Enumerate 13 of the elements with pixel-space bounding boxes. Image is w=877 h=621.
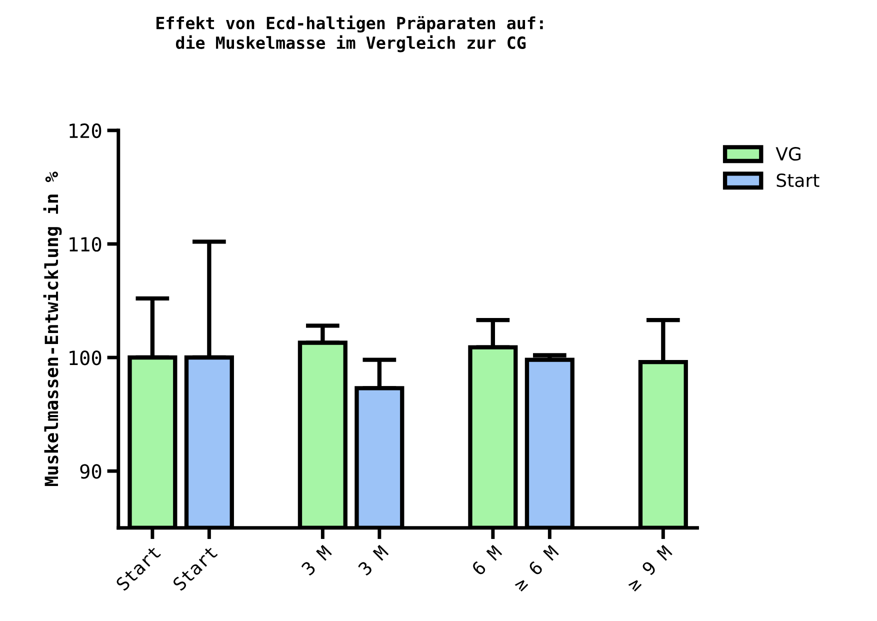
x-tick-label: 3 M bbox=[358, 544, 389, 576]
y-tick-label: 90 bbox=[80, 464, 102, 479]
y-tick-label: 120 bbox=[70, 123, 102, 138]
y-tick-label: 110 bbox=[70, 236, 102, 252]
y-axis-title: Muskelmassen-Entwicklung in % bbox=[43, 172, 62, 486]
legend-label: Start bbox=[776, 173, 820, 188]
x-tick-label: 3 M bbox=[300, 544, 332, 576]
y-tick-label: 100 bbox=[70, 350, 102, 366]
legend-label: VG bbox=[776, 146, 800, 161]
chart-title: Effekt von Ecd-haltigen Präparaten auf: die Muskelmasse im Vergleich zur CG bbox=[156, 16, 543, 52]
x-tick-label: 6 M bbox=[470, 544, 502, 576]
x-tick-label: ≥ 6 M bbox=[512, 544, 560, 592]
x-tick-label: ≥ 9 M bbox=[626, 544, 673, 592]
